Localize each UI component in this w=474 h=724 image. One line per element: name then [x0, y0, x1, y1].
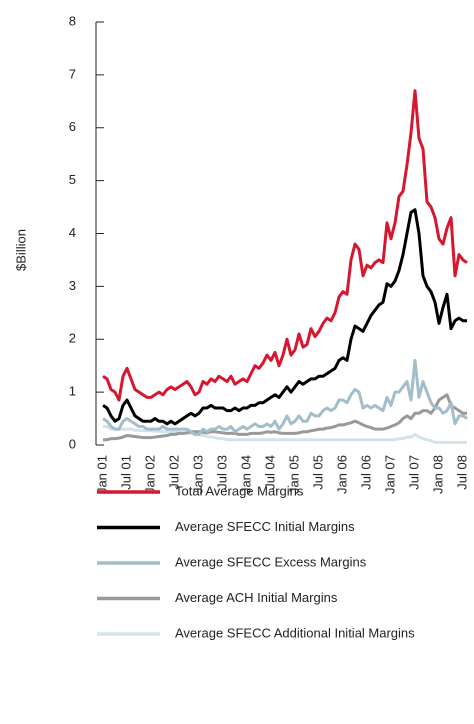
x-tick-label: Jul 01 [118, 455, 133, 490]
x-tick-label: Jul 07 [406, 455, 421, 490]
series-line [102, 358, 468, 436]
series-line [103, 393, 467, 442]
legend-label: Average ACH Initial Margins [175, 590, 338, 605]
series-line [102, 208, 467, 426]
y-tick-label: 3 [69, 278, 76, 293]
x-tick-label: Jan 06 [334, 455, 349, 494]
x-tick-label: Jan 08 [430, 455, 445, 494]
series-line [102, 89, 468, 402]
y-axis-label: $Billion [13, 229, 28, 271]
x-tick-label: Jul 02 [166, 455, 181, 490]
legend-label: Average SFECC Excess Margins [175, 554, 367, 569]
y-tick-label: 0 [69, 436, 76, 451]
y-tick-label: 1 [69, 384, 76, 399]
x-tick-label: Jul 03 [214, 455, 229, 490]
x-tick-label: Jul 06 [358, 455, 373, 490]
x-tick-label: Jan 01 [94, 455, 109, 494]
x-tick-label: Jan 04 [238, 455, 253, 494]
x-tick-label: Jan 03 [190, 455, 205, 494]
x-tick-label: Jul 04 [262, 455, 277, 490]
series-line [103, 424, 467, 444]
y-tick-label: 6 [69, 119, 76, 134]
y-tick-label: 5 [69, 172, 76, 187]
legend-label: Total Average Margins [175, 483, 304, 498]
x-tick-label: Jan 07 [382, 455, 397, 494]
y-tick-label: 2 [69, 331, 76, 346]
x-tick-label: Jan 05 [286, 455, 301, 494]
legend-label: Average SFECC Initial Margins [175, 519, 355, 534]
y-tick-label: 8 [69, 13, 76, 28]
y-tick-label: 7 [69, 66, 76, 81]
legend-label: Average SFECC Additional Initial Margins [175, 625, 415, 640]
y-tick-label: 4 [69, 225, 76, 240]
x-tick-label: Jul 05 [310, 455, 325, 490]
x-tick-label: Jan 02 [142, 455, 157, 494]
x-tick-label: Jul 08 [454, 455, 469, 490]
